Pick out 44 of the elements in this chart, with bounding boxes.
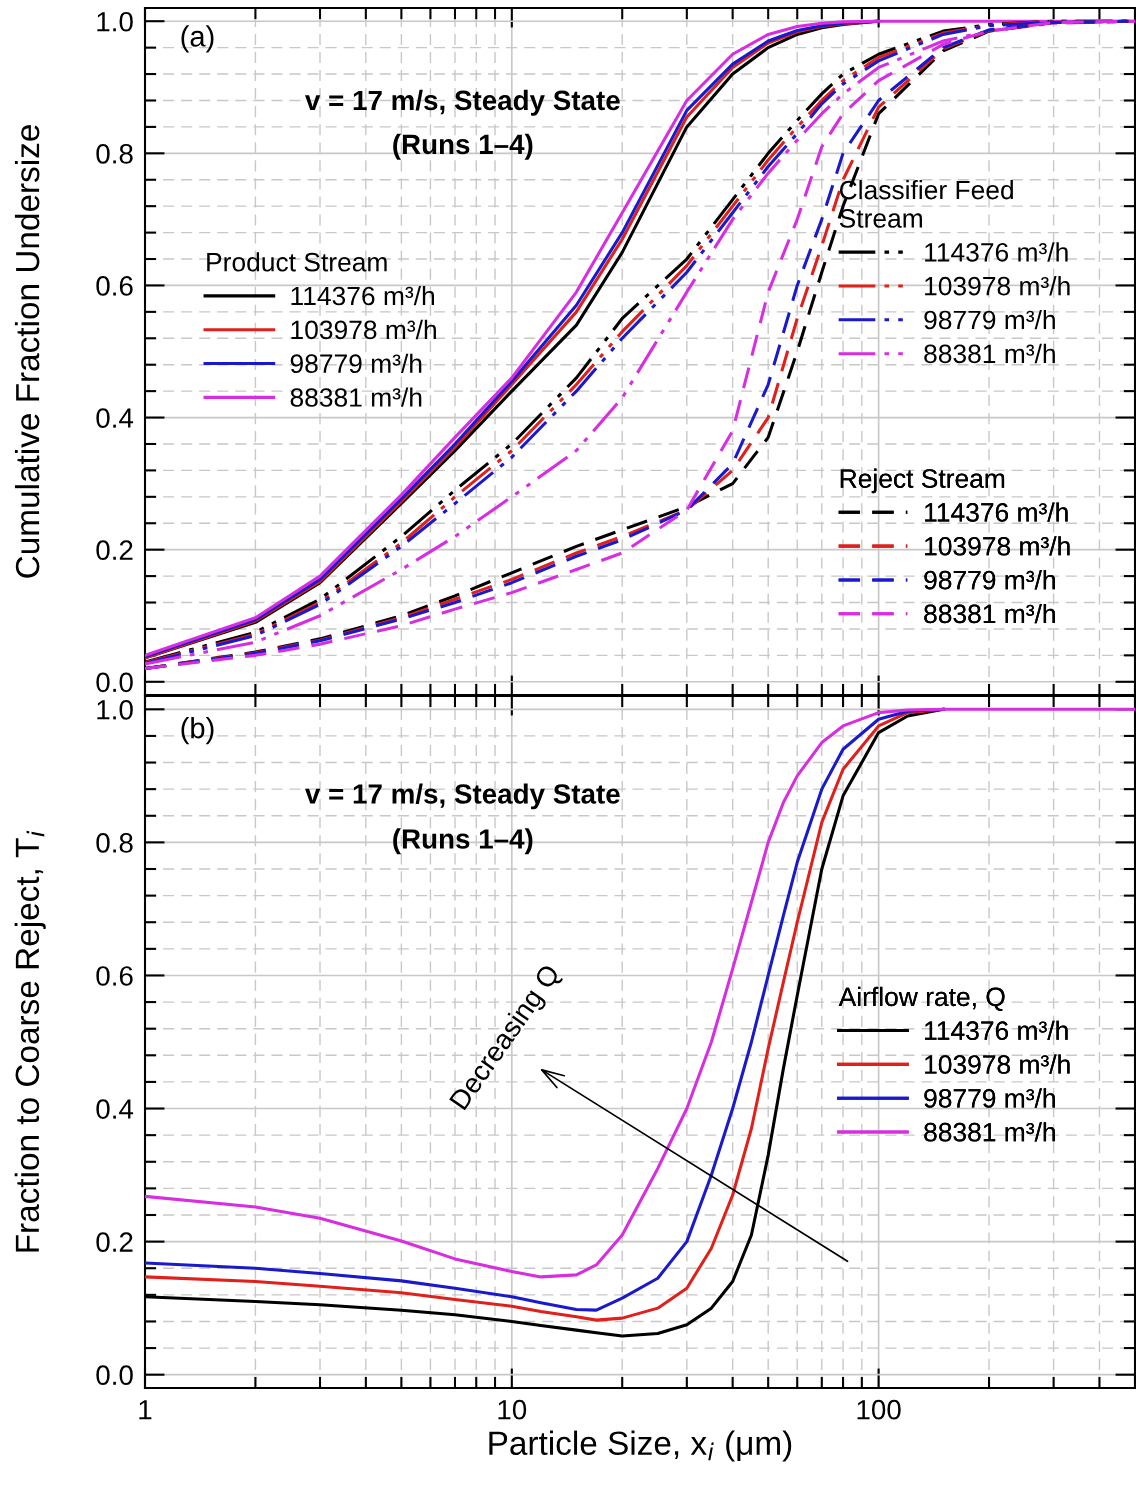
annotation: (b) xyxy=(181,717,214,745)
legend-label: 98779 m³/h xyxy=(924,1088,1055,1108)
y-tick-label: 0.8 xyxy=(96,144,133,164)
y-tick-label: 1.0 xyxy=(97,699,133,720)
x-axis-title: Particle Size, x$_{i}$ (μm) xyxy=(489,1430,792,1462)
annotation: v = 17 m/s, Steady State xyxy=(305,783,620,810)
y-tick-label: 0.2 xyxy=(96,1232,133,1252)
x-tick-label: 100 xyxy=(857,1399,901,1420)
legend-label: 88381 m³/h xyxy=(290,387,422,407)
legend-label: 88381 m³/h xyxy=(924,603,1055,624)
y-tick-label: 0.8 xyxy=(96,833,133,853)
y-tick-label: 0.6 xyxy=(96,966,133,986)
y-tick-label: 0.2 xyxy=(96,540,133,561)
annotation: (a) xyxy=(181,25,214,53)
legend-label: 98779 m³/h xyxy=(924,570,1055,590)
x-tick-label: 1 xyxy=(139,1400,152,1420)
legend-label: 103978 m³/h xyxy=(291,319,436,340)
legend-label: 88381 m³/h xyxy=(924,343,1055,364)
y-axis-title: Cumulative Fraction Undersize xyxy=(14,125,40,578)
y-tick-label: 0.0 xyxy=(96,1365,133,1386)
legend-label: 114376 m³/h xyxy=(925,502,1068,522)
y-tick-label: 0.4 xyxy=(96,1099,134,1119)
legend-label: 114376 m³/h xyxy=(291,285,435,306)
legend-label: 114376 m³/h xyxy=(925,242,1068,262)
legend-label: 114376 m³/h xyxy=(925,1020,1068,1041)
annotation: (Runs 1–4) xyxy=(393,828,533,855)
text: Reject Stream xyxy=(840,468,1005,494)
legend-label: 103978 m³/h xyxy=(925,536,1070,556)
text: Classifier Feed Stream xyxy=(839,180,1013,228)
legend-label: 98779 m³/h xyxy=(924,309,1055,330)
y-tick-label: 0.0 xyxy=(96,672,133,693)
legend-label: 98779 m³/h xyxy=(290,353,422,374)
annotation: (Runs 1–4) xyxy=(393,133,533,160)
legend-label: 103978 m³/h xyxy=(925,276,1070,296)
y-tick-label: 0.6 xyxy=(96,276,133,296)
y-tick-label: 1.0 xyxy=(97,11,133,32)
y-tick-label: 0.4 xyxy=(96,408,134,428)
annotation: v = 17 m/s, Steady State xyxy=(305,89,620,116)
x-tick-label: 10 xyxy=(498,1399,527,1420)
legend-label: 88381 m³/h xyxy=(924,1122,1055,1142)
legend-label: 103978 m³/h xyxy=(925,1054,1070,1074)
legend-title: Airflow rate, Q xyxy=(838,986,1005,1011)
y-axis-title: Fraction to Coarse Reject, T$_{i}$ xyxy=(14,830,46,1252)
text: Product Stream xyxy=(207,252,387,272)
